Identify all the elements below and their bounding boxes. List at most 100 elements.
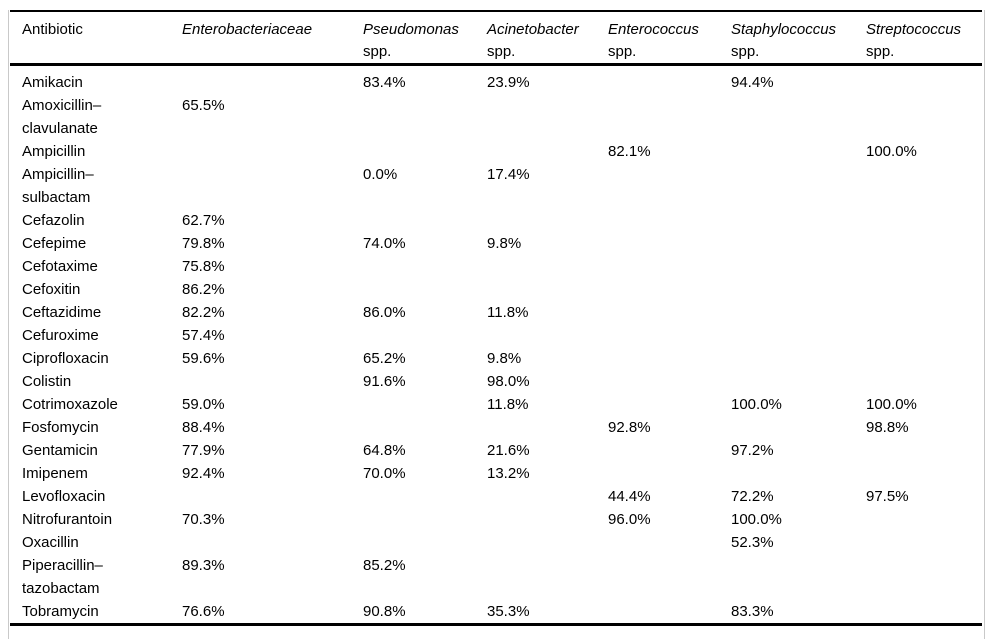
antibiotic-susceptibility-table: Antibiotic Enterobacteriaceae Pseudomona… [10, 10, 982, 626]
value-cell: 35.3% [487, 603, 530, 620]
table-row: Ceftazidime 82.2% 86.0% 11.8% [10, 301, 982, 324]
value-cell: 70.3% [182, 511, 225, 528]
table-row: Ampicillin– sulbactam 0.0% 17.4% [10, 163, 982, 209]
value-cell [363, 531, 487, 554]
column-header-acinetobacter: Acinetobacter spp. [487, 11, 608, 66]
value-cell: 89.3% [182, 557, 225, 574]
column-header-staphylococcus: Staphylococcus spp. [731, 11, 866, 66]
value-cell [608, 439, 731, 462]
table-row: Colistin 91.6% 98.0% [10, 370, 982, 393]
value-cell [731, 554, 866, 600]
value-cell: 92.4% [182, 465, 225, 482]
value-cell [182, 531, 363, 554]
value-cell: 85.2% [363, 557, 406, 574]
value-cell: 75.8% [182, 258, 225, 275]
antibiotic-name-cell: Fosfomycin [22, 419, 99, 436]
antibiotic-name-cell: Tobramycin [22, 603, 99, 620]
value-cell [487, 508, 608, 531]
value-cell: 77.9% [182, 442, 225, 459]
antibiotic-name-cell: Cefepime [22, 235, 87, 252]
value-cell [182, 140, 363, 163]
value-cell [363, 324, 487, 347]
value-cell [608, 255, 731, 278]
value-cell [487, 255, 608, 278]
value-cell [363, 416, 487, 439]
antibiotic-name-cell: Cefoxitin [22, 281, 81, 298]
value-cell: 97.2% [731, 442, 774, 459]
value-cell [608, 462, 731, 485]
value-cell [608, 370, 731, 393]
value-cell [487, 531, 608, 554]
value-cell [866, 209, 982, 232]
value-cell [363, 140, 487, 163]
value-cell [487, 94, 608, 140]
table-row: Piperacillin– tazobactam 89.3% 85.2% [10, 554, 982, 600]
table-row: Cotrimoxazole 59.0% 11.8% 100.0% 100.0% [10, 393, 982, 416]
value-cell [608, 301, 731, 324]
value-cell [866, 370, 982, 393]
value-cell: 88.4% [182, 419, 225, 436]
value-cell: 86.2% [182, 281, 225, 298]
value-cell: 96.0% [608, 511, 651, 528]
value-cell: 79.8% [182, 235, 225, 252]
value-cell [363, 508, 487, 531]
value-cell [731, 232, 866, 255]
value-cell [866, 278, 982, 301]
value-cell [731, 324, 866, 347]
table-row: Amoxicillin– clavulanate 65.5% [10, 94, 982, 140]
value-cell: 23.9% [487, 74, 530, 91]
value-cell: 100.0% [866, 396, 917, 413]
value-cell [608, 65, 731, 95]
value-cell [731, 278, 866, 301]
value-cell: 90.8% [363, 603, 406, 620]
value-cell [731, 347, 866, 370]
value-cell [731, 209, 866, 232]
column-header-label: Streptococcus [866, 21, 962, 38]
value-cell [866, 600, 982, 625]
value-cell [866, 554, 982, 600]
value-cell [866, 65, 982, 95]
antibiotic-name-cell: Imipenem [22, 465, 88, 482]
antibiotic-name-cell: Oxacillin [22, 534, 79, 551]
value-cell: 17.4% [487, 166, 530, 183]
value-cell [363, 209, 487, 232]
value-cell [182, 370, 363, 393]
value-cell [866, 439, 982, 462]
table-row: Levofloxacin 44.4% 72.2% 97.5% [10, 485, 982, 508]
value-cell [866, 301, 982, 324]
table-row: Ampicillin 82.1% 100.0% [10, 140, 982, 163]
table-row: Imipenem 92.4% 70.0% 13.2% [10, 462, 982, 485]
antibiotic-name-cell: Piperacillin– tazobactam [22, 557, 103, 597]
value-cell [866, 163, 982, 209]
value-cell [182, 163, 363, 209]
antibiotic-name-cell: Ampicillin [22, 143, 86, 160]
value-cell: 59.6% [182, 350, 225, 367]
antibiotic-name-cell: Ceftazidime [22, 304, 102, 321]
value-cell [608, 232, 731, 255]
value-cell: 83.3% [731, 603, 774, 620]
table-row: Tobramycin 76.6% 90.8% 35.3% 83.3% [10, 600, 982, 625]
value-cell [866, 255, 982, 278]
table-row: Cefazolin 62.7% [10, 209, 982, 232]
value-cell: 91.6% [363, 373, 406, 390]
antibiotic-name-cell: Cefazolin [22, 212, 85, 229]
value-cell: 86.0% [363, 304, 406, 321]
antibiotic-name-cell: Cotrimoxazole [22, 396, 118, 413]
value-cell [487, 140, 608, 163]
value-cell [487, 278, 608, 301]
header-row: Antibiotic Enterobacteriaceae Pseudomona… [10, 11, 982, 66]
value-cell [731, 462, 866, 485]
value-cell: 94.4% [731, 74, 774, 91]
value-cell: 13.2% [487, 465, 530, 482]
value-cell: 82.1% [608, 143, 651, 160]
value-cell [731, 140, 866, 163]
value-cell [866, 462, 982, 485]
table-row: Gentamicin 77.9% 64.8% 21.6% 97.2% [10, 439, 982, 462]
antibiotic-name-cell: Amoxicillin– clavulanate [22, 97, 102, 137]
antibiotic-name-cell: Levofloxacin [22, 488, 106, 505]
value-cell [731, 370, 866, 393]
value-cell [608, 393, 731, 416]
table-row: Cefotaxime 75.8% [10, 255, 982, 278]
table-row: Cefuroxime 57.4% [10, 324, 982, 347]
value-cell: 52.3% [731, 534, 774, 551]
